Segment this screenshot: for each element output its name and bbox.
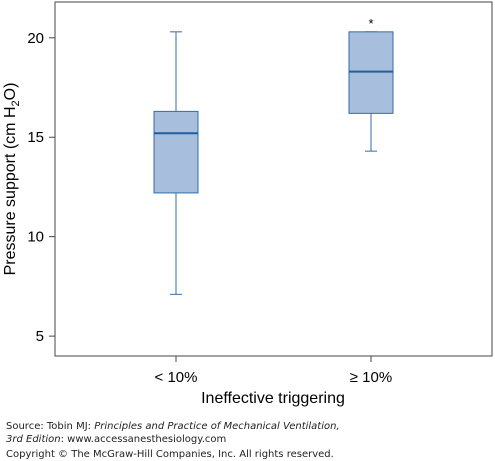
source-prefix: Source: Tobin MJ: [6, 421, 95, 432]
copyright-line: Copyright © The McGraw-Hill Companies, I… [6, 448, 334, 461]
source-title: Principles and Practice of Mechanical Ve… [94, 421, 340, 432]
y-axis-label-end: O) [2, 83, 19, 101]
plot-frame [54, 1, 493, 357]
copyright-text: Copyright © The McGraw-Hill Companies, I… [6, 449, 334, 460]
y-tick-label: 10 [27, 229, 44, 246]
y-tick-label: 5 [36, 328, 44, 345]
x-tick-label: < 10% [155, 369, 198, 386]
x-axis-label: Ineffective triggering [201, 390, 345, 407]
y-axis-label-subscript: 2 [10, 100, 22, 106]
x-tick-label: ≥ 10% [350, 369, 392, 386]
significance-marker: * [368, 16, 373, 31]
edition-line: 3rd Edition: www.accessanesthesiology.co… [6, 433, 226, 446]
y-tick-label: 20 [27, 30, 44, 47]
box-series: * [153, 16, 394, 295]
website-link[interactable]: : www.accessanesthesiology.com [60, 434, 227, 445]
source-line: Source: Tobin MJ: Principles and Practic… [6, 420, 340, 433]
y-axis-label: Pressure support (cm H2O) [2, 83, 22, 276]
y-axis-label-main: Pressure support (cm H [2, 106, 19, 275]
iqr-box [153, 110, 199, 194]
y-tick-label: 15 [27, 129, 44, 146]
y-axis: 5 10 15 20 [27, 30, 55, 345]
edition-text: 3rd Edition [6, 434, 61, 445]
x-axis: < 10% ≥ 10% [155, 356, 392, 386]
